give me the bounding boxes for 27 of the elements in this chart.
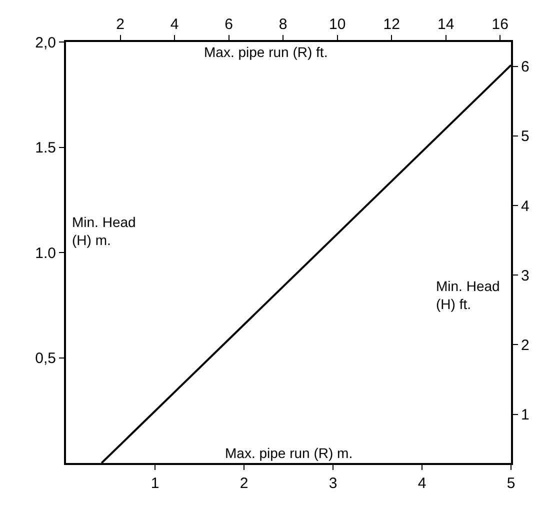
x2-tick-label: 4: [170, 16, 179, 33]
x2-tick-label: 16: [492, 16, 508, 33]
y-axis-title: Min. Head (H) m.: [72, 214, 136, 248]
y-tick-label: 1.0: [35, 244, 56, 262]
y-tick-label: 0,5: [35, 350, 56, 367]
y2-tick-label: 1: [521, 406, 530, 424]
y-tick-label: 1.5: [35, 140, 56, 156]
x2-tick-label: 6: [224, 16, 233, 33]
x2-axis-title: Max. pipe run (R) ft.: [204, 44, 328, 60]
y2-tick-label: 3: [521, 267, 530, 284]
y2-axis-title: Min. Head (H) ft.: [436, 278, 500, 312]
x2-tick-label: 14: [438, 16, 454, 33]
y2-tick-label: 4: [521, 198, 530, 215]
y2-tick-label: 2: [521, 336, 530, 354]
x-tick-label: 4: [418, 475, 426, 492]
x-tick-label: 5: [506, 475, 516, 492]
x2-tick-label: 8: [278, 16, 288, 33]
x2-tick-label: 12: [383, 16, 400, 33]
x2-tick-label: 10: [328, 16, 346, 33]
y-tick-label: 2,0: [35, 34, 56, 52]
x-tick-label: 2: [240, 475, 248, 492]
x-tick-label: 1: [150, 475, 160, 492]
x2-tick-label: 2: [116, 16, 124, 33]
y2-tick-label: 6: [521, 58, 530, 76]
y2-tick-label: 5: [521, 128, 530, 146]
x-axis-title: Max. pipe run (R) m.: [225, 445, 353, 461]
x-tick-label: 3: [328, 475, 338, 492]
